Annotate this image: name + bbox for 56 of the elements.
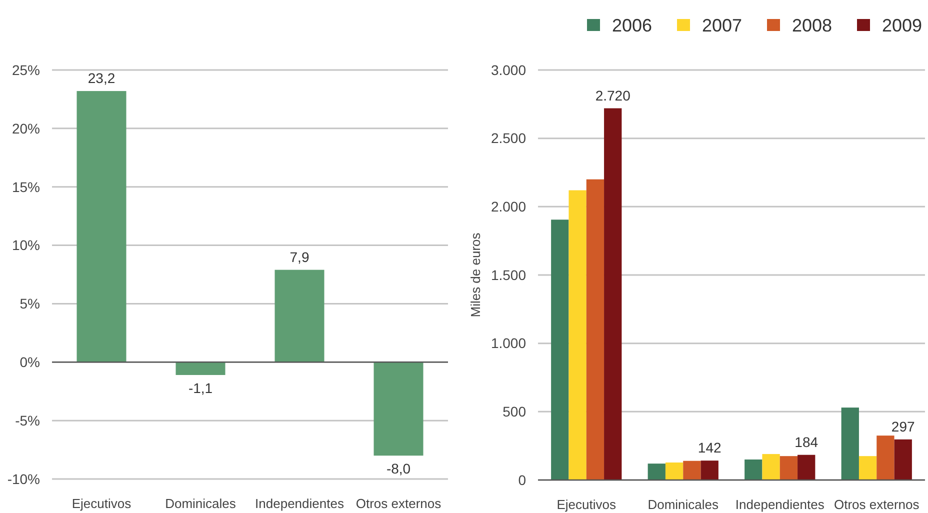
bar	[894, 439, 912, 480]
legend-label: 2009	[882, 15, 922, 36]
y-tick-label: 1.500	[490, 266, 526, 283]
bar	[568, 190, 586, 480]
bar	[176, 362, 226, 375]
y-tick-label: 2.000	[490, 198, 526, 215]
bar	[700, 460, 718, 480]
data-label: 2.720	[595, 87, 631, 104]
bar	[665, 462, 684, 480]
data-label: 297	[891, 418, 916, 434]
bar	[604, 108, 622, 480]
x-tick-label: Ejecutivos	[556, 497, 616, 512]
bar	[798, 454, 816, 480]
legend-label: 2008	[792, 15, 832, 36]
y-tick-label: -10%	[7, 470, 40, 487]
x-tick-label: Dominicales	[648, 497, 720, 512]
y-tick-label: 0%	[20, 354, 40, 370]
y-tick-label: 5%	[20, 296, 40, 312]
data-label: -8,0	[386, 460, 411, 477]
x-tick-label: Independientes	[735, 497, 825, 512]
bar	[683, 460, 701, 480]
bar	[744, 460, 762, 480]
bar	[876, 436, 894, 480]
x-tick-label: Otros externos	[834, 497, 920, 512]
bar	[858, 456, 877, 480]
y-tick-label: 2.500	[490, 130, 526, 146]
y-axis-title: Miles de euros	[468, 232, 483, 318]
bar	[551, 220, 569, 480]
y-tick-label: -5%	[15, 412, 40, 428]
y-tick-label: 15%	[12, 178, 40, 195]
y-tick-label: 20%	[12, 120, 40, 136]
y-tick-label: 500	[502, 404, 526, 420]
y-tick-label: 1.000	[490, 335, 526, 352]
bar	[76, 91, 126, 362]
x-tick-label: Dominicales	[165, 496, 236, 511]
bar	[648, 464, 666, 480]
y-tick-label: 10%	[12, 237, 40, 254]
data-label: 23,2	[88, 70, 116, 86]
y-tick-label: 25%	[12, 62, 40, 78]
x-tick-label: Independientes	[255, 496, 344, 511]
bar	[374, 362, 424, 456]
data-label: 142	[698, 440, 722, 456]
legend-label: 2006	[612, 15, 652, 36]
data-label: 7,9	[290, 248, 310, 265]
bar	[586, 179, 604, 480]
x-tick-label: Otros externos	[356, 496, 442, 511]
data-label: -1,1	[188, 380, 213, 396]
bar	[762, 454, 780, 480]
data-label: 184	[794, 434, 818, 450]
x-tick-label: Ejecutivos	[72, 496, 132, 511]
legend-label: 2007	[702, 15, 742, 36]
bar	[274, 270, 324, 362]
y-tick-label: 0	[518, 472, 526, 488]
bar	[841, 408, 859, 480]
bar	[780, 456, 798, 480]
y-tick-label: 3.000	[490, 62, 526, 78]
